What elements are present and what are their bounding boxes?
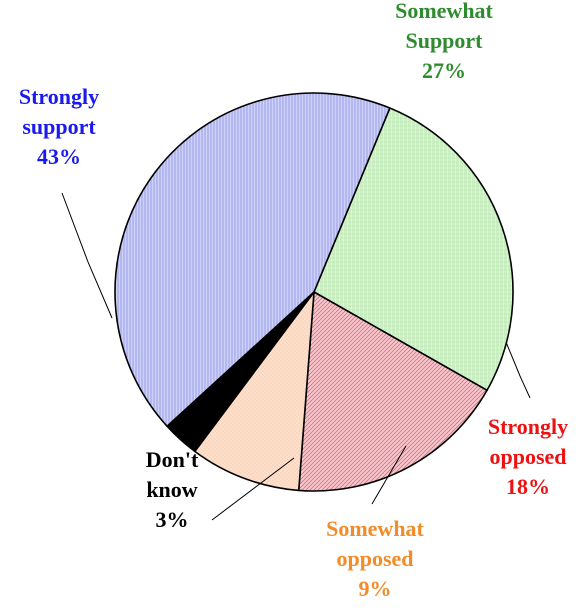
slice-name-label: support <box>22 114 96 139</box>
slice-name-label: know <box>146 477 197 502</box>
slice-name-label: opposed <box>489 444 566 469</box>
leader-line <box>505 341 531 399</box>
slice-name-label: Somewhat <box>326 516 424 541</box>
slice-label: Strongly support 43% <box>19 84 99 169</box>
slice-name-label: Support <box>405 28 483 53</box>
slice-name-label: opposed <box>336 546 413 571</box>
slice-value-label: 3% <box>156 507 189 532</box>
slice-value-label: 9% <box>359 576 392 601</box>
slice-name-label: Strongly <box>488 414 568 439</box>
slice-name-label: Somewhat <box>395 0 493 23</box>
pie-slice-strongly-support <box>114 92 391 427</box>
slice-label: Strongly opposed 18% <box>488 414 568 499</box>
slice-value-label: 43% <box>37 144 81 169</box>
leader-line <box>61 192 113 319</box>
slice-label: Somewhat Support 27% <box>395 0 493 83</box>
pie-slice-somewhat-opposed <box>193 291 315 492</box>
slice-value-label: 18% <box>506 474 550 499</box>
slice-label: Don't know 3% <box>146 447 199 532</box>
slice-name-label: Strongly <box>19 84 99 109</box>
slice-name-label: Don't <box>146 447 199 472</box>
leader-line <box>371 445 407 505</box>
pie-slice-strongly-opposed <box>297 291 488 492</box>
slice-value-label: 27% <box>422 58 466 83</box>
slice-label: Somewhat opposed 9% <box>326 516 424 601</box>
leader-line <box>211 457 295 521</box>
